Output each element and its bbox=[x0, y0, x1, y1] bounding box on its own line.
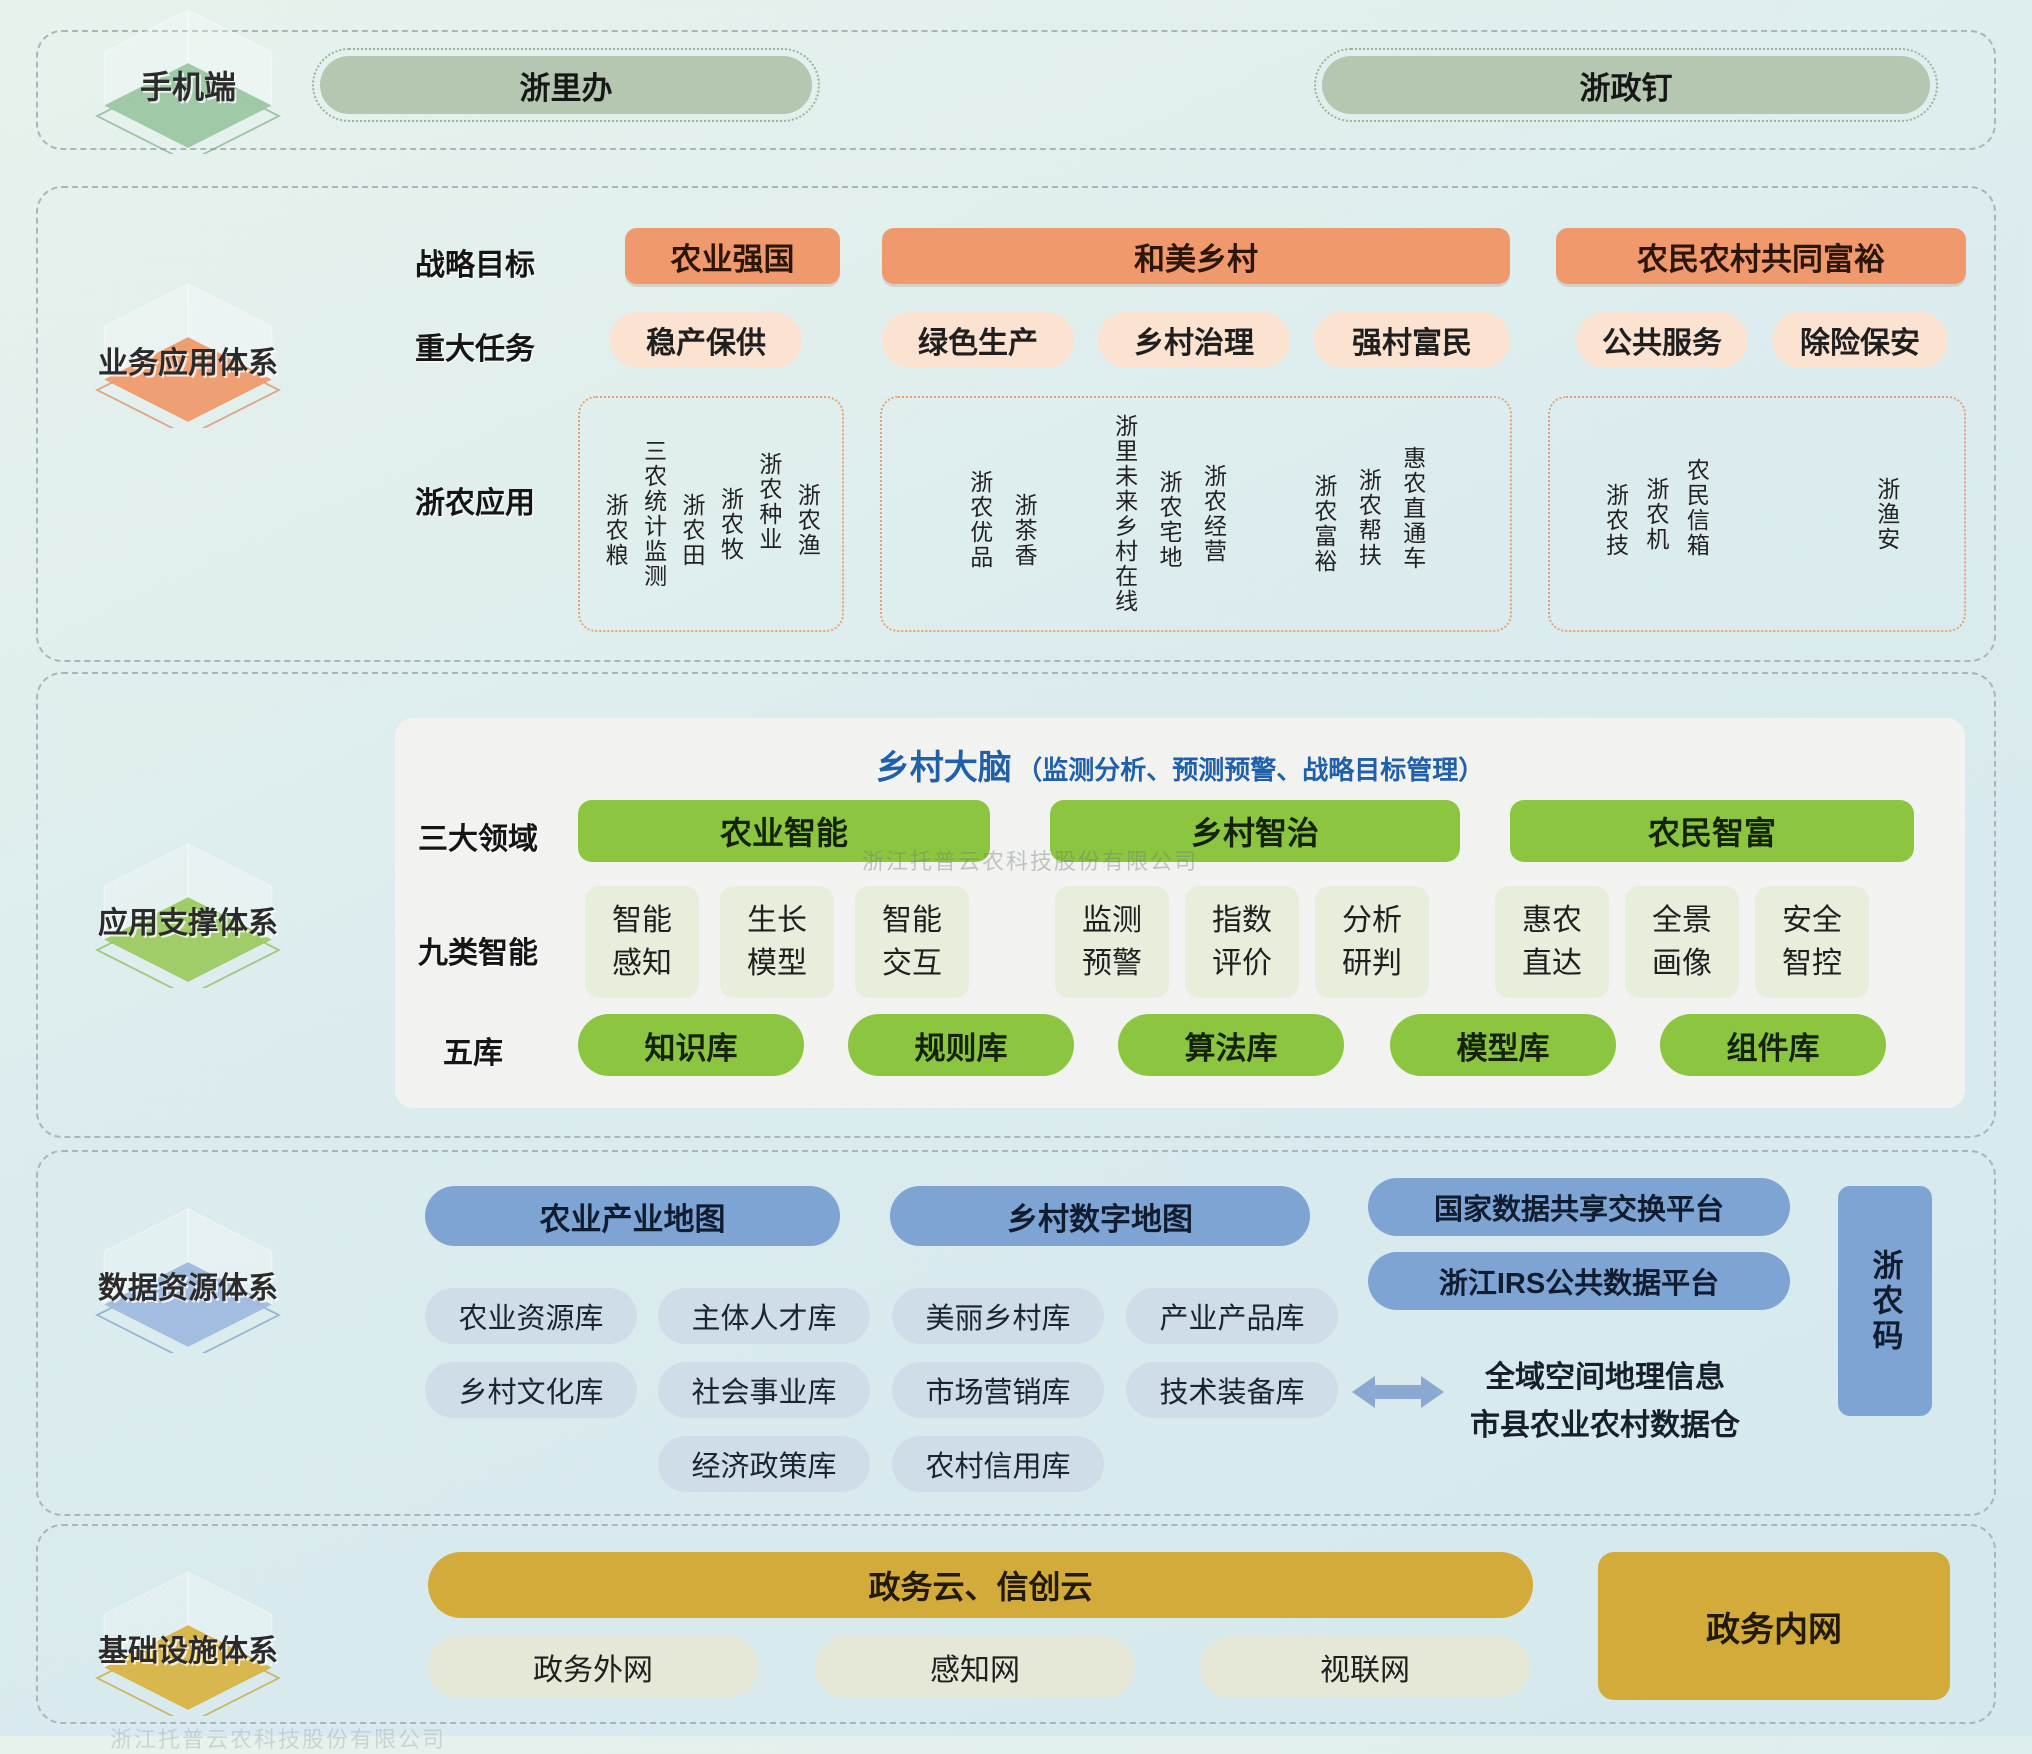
intranet-box: 政务内网 bbox=[1598, 1552, 1950, 1700]
row-label-domains: 三大领域 bbox=[418, 823, 538, 856]
platform-pill: 国家数据共享交换平台 bbox=[1368, 1178, 1790, 1236]
section-label-business: 业务应用体系 bbox=[98, 347, 278, 380]
intelligence-cell: 智能感知 bbox=[585, 886, 699, 998]
warehouse-text: 全域空间地理信息 bbox=[1485, 1361, 1725, 1394]
library-pill: 知识库 bbox=[578, 1014, 804, 1076]
intelligence-cell: 分析研判 bbox=[1315, 886, 1429, 998]
layer-icon-infra: 基础设施体系 bbox=[68, 1566, 308, 1716]
strategy-pill: 农业强国 bbox=[625, 228, 840, 284]
cloud-pill: 政务云、信创云 bbox=[428, 1552, 1533, 1618]
intelligence-cell: 安全智控 bbox=[1755, 886, 1869, 998]
layer-icon-mobile: 手机端 bbox=[68, 4, 308, 154]
app-item: 浙渔安 bbox=[1873, 476, 1900, 552]
app-item: 浙农宅地 bbox=[1156, 470, 1182, 570]
section-label-data: 数据资源体系 bbox=[98, 1272, 278, 1305]
app-group-box-1: 浙农粮 三农统计监测 浙农田 浙农牧 浙农种业 浙农渔 bbox=[578, 396, 844, 632]
app-item: 浙农帮扶 bbox=[1355, 468, 1382, 568]
pill-zheliban: 浙里办 bbox=[312, 48, 820, 122]
brain-subtitle: （监测分析、预测预警、战略目标管理） bbox=[1016, 755, 1485, 785]
layer-icon-business: 业务应用体系 bbox=[68, 278, 308, 428]
db-pill: 经济政策库 bbox=[658, 1436, 870, 1492]
library-pill: 规则库 bbox=[848, 1014, 1074, 1076]
intelligence-cell: 生长模型 bbox=[720, 886, 834, 998]
db-pill: 农村信用库 bbox=[892, 1436, 1104, 1492]
section-label-mobile: 手机端 bbox=[139, 69, 236, 105]
double-arrow-icon bbox=[1352, 1372, 1444, 1417]
row-label-apps: 浙农应用 bbox=[415, 487, 535, 520]
app-item: 浙农牧 bbox=[717, 486, 744, 562]
app-item: 浙农技 bbox=[1602, 482, 1629, 558]
section-label-infra: 基础设施体系 bbox=[98, 1635, 278, 1668]
warehouse-text: 市县农业农村数据仓 bbox=[1470, 1409, 1740, 1442]
app-item: 浙农种业 bbox=[755, 452, 782, 552]
layer-icon-support: 应用支撑体系 bbox=[68, 838, 308, 988]
app-item: 浙茶香 bbox=[1011, 492, 1038, 568]
db-pill: 社会事业库 bbox=[658, 1362, 870, 1418]
network-pill: 视联网 bbox=[1200, 1636, 1530, 1698]
strategy-pill: 和美乡村 bbox=[882, 228, 1510, 284]
app-item: 惠农直通车 bbox=[1399, 445, 1426, 571]
app-group-box-3: 浙农技 浙农机 农民信箱 浙渔安 bbox=[1548, 396, 1966, 632]
task-pill: 绿色生产 bbox=[882, 312, 1074, 368]
intelligence-cell: 指数评价 bbox=[1185, 886, 1299, 998]
app-item: 三农统计监测 bbox=[640, 439, 667, 589]
brain-title-line: 乡村大脑 （监测分析、预测预警、战略目标管理） bbox=[395, 740, 1965, 789]
app-group-box-2: 浙农优品 浙茶香 浙里未来乡村在线 浙农宅地 浙农经营 浙农富裕 浙农帮扶 惠农… bbox=[880, 396, 1512, 632]
app-item: 浙农田 bbox=[679, 492, 705, 568]
app-item: 农民信箱 bbox=[1683, 458, 1710, 558]
app-item: 浙农优品 bbox=[966, 470, 993, 570]
library-pill: 算法库 bbox=[1118, 1014, 1344, 1076]
network-pill: 感知网 bbox=[815, 1636, 1135, 1698]
strategy-pill: 农民农村共同富裕 bbox=[1556, 228, 1966, 284]
brain-title: 乡村大脑 bbox=[875, 749, 1012, 787]
db-pill: 农业资源库 bbox=[425, 1288, 637, 1344]
app-item: 浙农粮 bbox=[602, 492, 629, 568]
network-pill: 政务外网 bbox=[428, 1636, 758, 1698]
intelligence-cell: 监测预警 bbox=[1055, 886, 1169, 998]
intelligence-cell: 智能交互 bbox=[855, 886, 969, 998]
row-label-tasks: 重大任务 bbox=[415, 333, 535, 366]
pill-zhezhengding: 浙政钉 bbox=[1314, 48, 1938, 122]
db-pill: 乡村文化库 bbox=[425, 1362, 637, 1418]
domain-pill: 乡村智治 bbox=[1050, 800, 1460, 862]
intelligence-cell: 惠农直达 bbox=[1495, 886, 1609, 998]
section-box-data bbox=[36, 1150, 1996, 1516]
library-pill: 组件库 bbox=[1660, 1014, 1886, 1076]
db-pill: 市场营销库 bbox=[892, 1362, 1104, 1418]
map-pill: 乡村数字地图 bbox=[890, 1186, 1310, 1246]
task-pill: 公共服务 bbox=[1576, 312, 1748, 368]
watermark: 浙江托普云农科技股份有限公司 bbox=[862, 849, 1199, 874]
task-pill: 稳产保供 bbox=[610, 312, 802, 368]
app-item: 浙农机 bbox=[1642, 476, 1669, 552]
watermark: 浙江托普云农科技股份有限公司 bbox=[110, 1727, 447, 1752]
library-pill: 模型库 bbox=[1390, 1014, 1616, 1076]
task-pill: 强村富民 bbox=[1314, 312, 1510, 368]
intelligence-cell: 全景画像 bbox=[1625, 886, 1739, 998]
app-item: 浙农经营 bbox=[1200, 464, 1227, 564]
zhenongma-box: 浙农码 bbox=[1838, 1186, 1932, 1416]
app-item: 浙农渔 bbox=[794, 482, 821, 558]
section-box-mobile bbox=[36, 30, 1996, 150]
row-label-strategy: 战略目标 bbox=[415, 249, 535, 282]
app-item: 浙农富裕 bbox=[1310, 474, 1337, 574]
db-pill: 产业产品库 bbox=[1126, 1288, 1338, 1344]
row-label-intelligences: 九类智能 bbox=[418, 937, 538, 970]
row-label-libraries: 五库 bbox=[443, 1037, 503, 1070]
db-pill: 美丽乡村库 bbox=[892, 1288, 1104, 1344]
map-pill: 农业产业地图 bbox=[425, 1186, 840, 1246]
domain-pill: 农民智富 bbox=[1510, 800, 1914, 862]
platform-pill: 浙江IRS公共数据平台 bbox=[1368, 1252, 1790, 1310]
section-box-infra bbox=[36, 1524, 1996, 1724]
section-label-support: 应用支撑体系 bbox=[98, 907, 278, 940]
app-item: 浙里未来乡村在线 bbox=[1111, 414, 1138, 614]
db-pill: 主体人才库 bbox=[658, 1288, 870, 1344]
task-pill: 除险保安 bbox=[1772, 312, 1948, 368]
layer-icon-data: 数据资源体系 bbox=[68, 1203, 308, 1353]
section-box-support bbox=[36, 672, 1996, 1138]
domain-pill: 农业智能 bbox=[578, 800, 990, 862]
db-pill: 技术装备库 bbox=[1126, 1362, 1338, 1418]
section-box-business bbox=[36, 186, 1996, 662]
task-pill: 乡村治理 bbox=[1098, 312, 1290, 368]
